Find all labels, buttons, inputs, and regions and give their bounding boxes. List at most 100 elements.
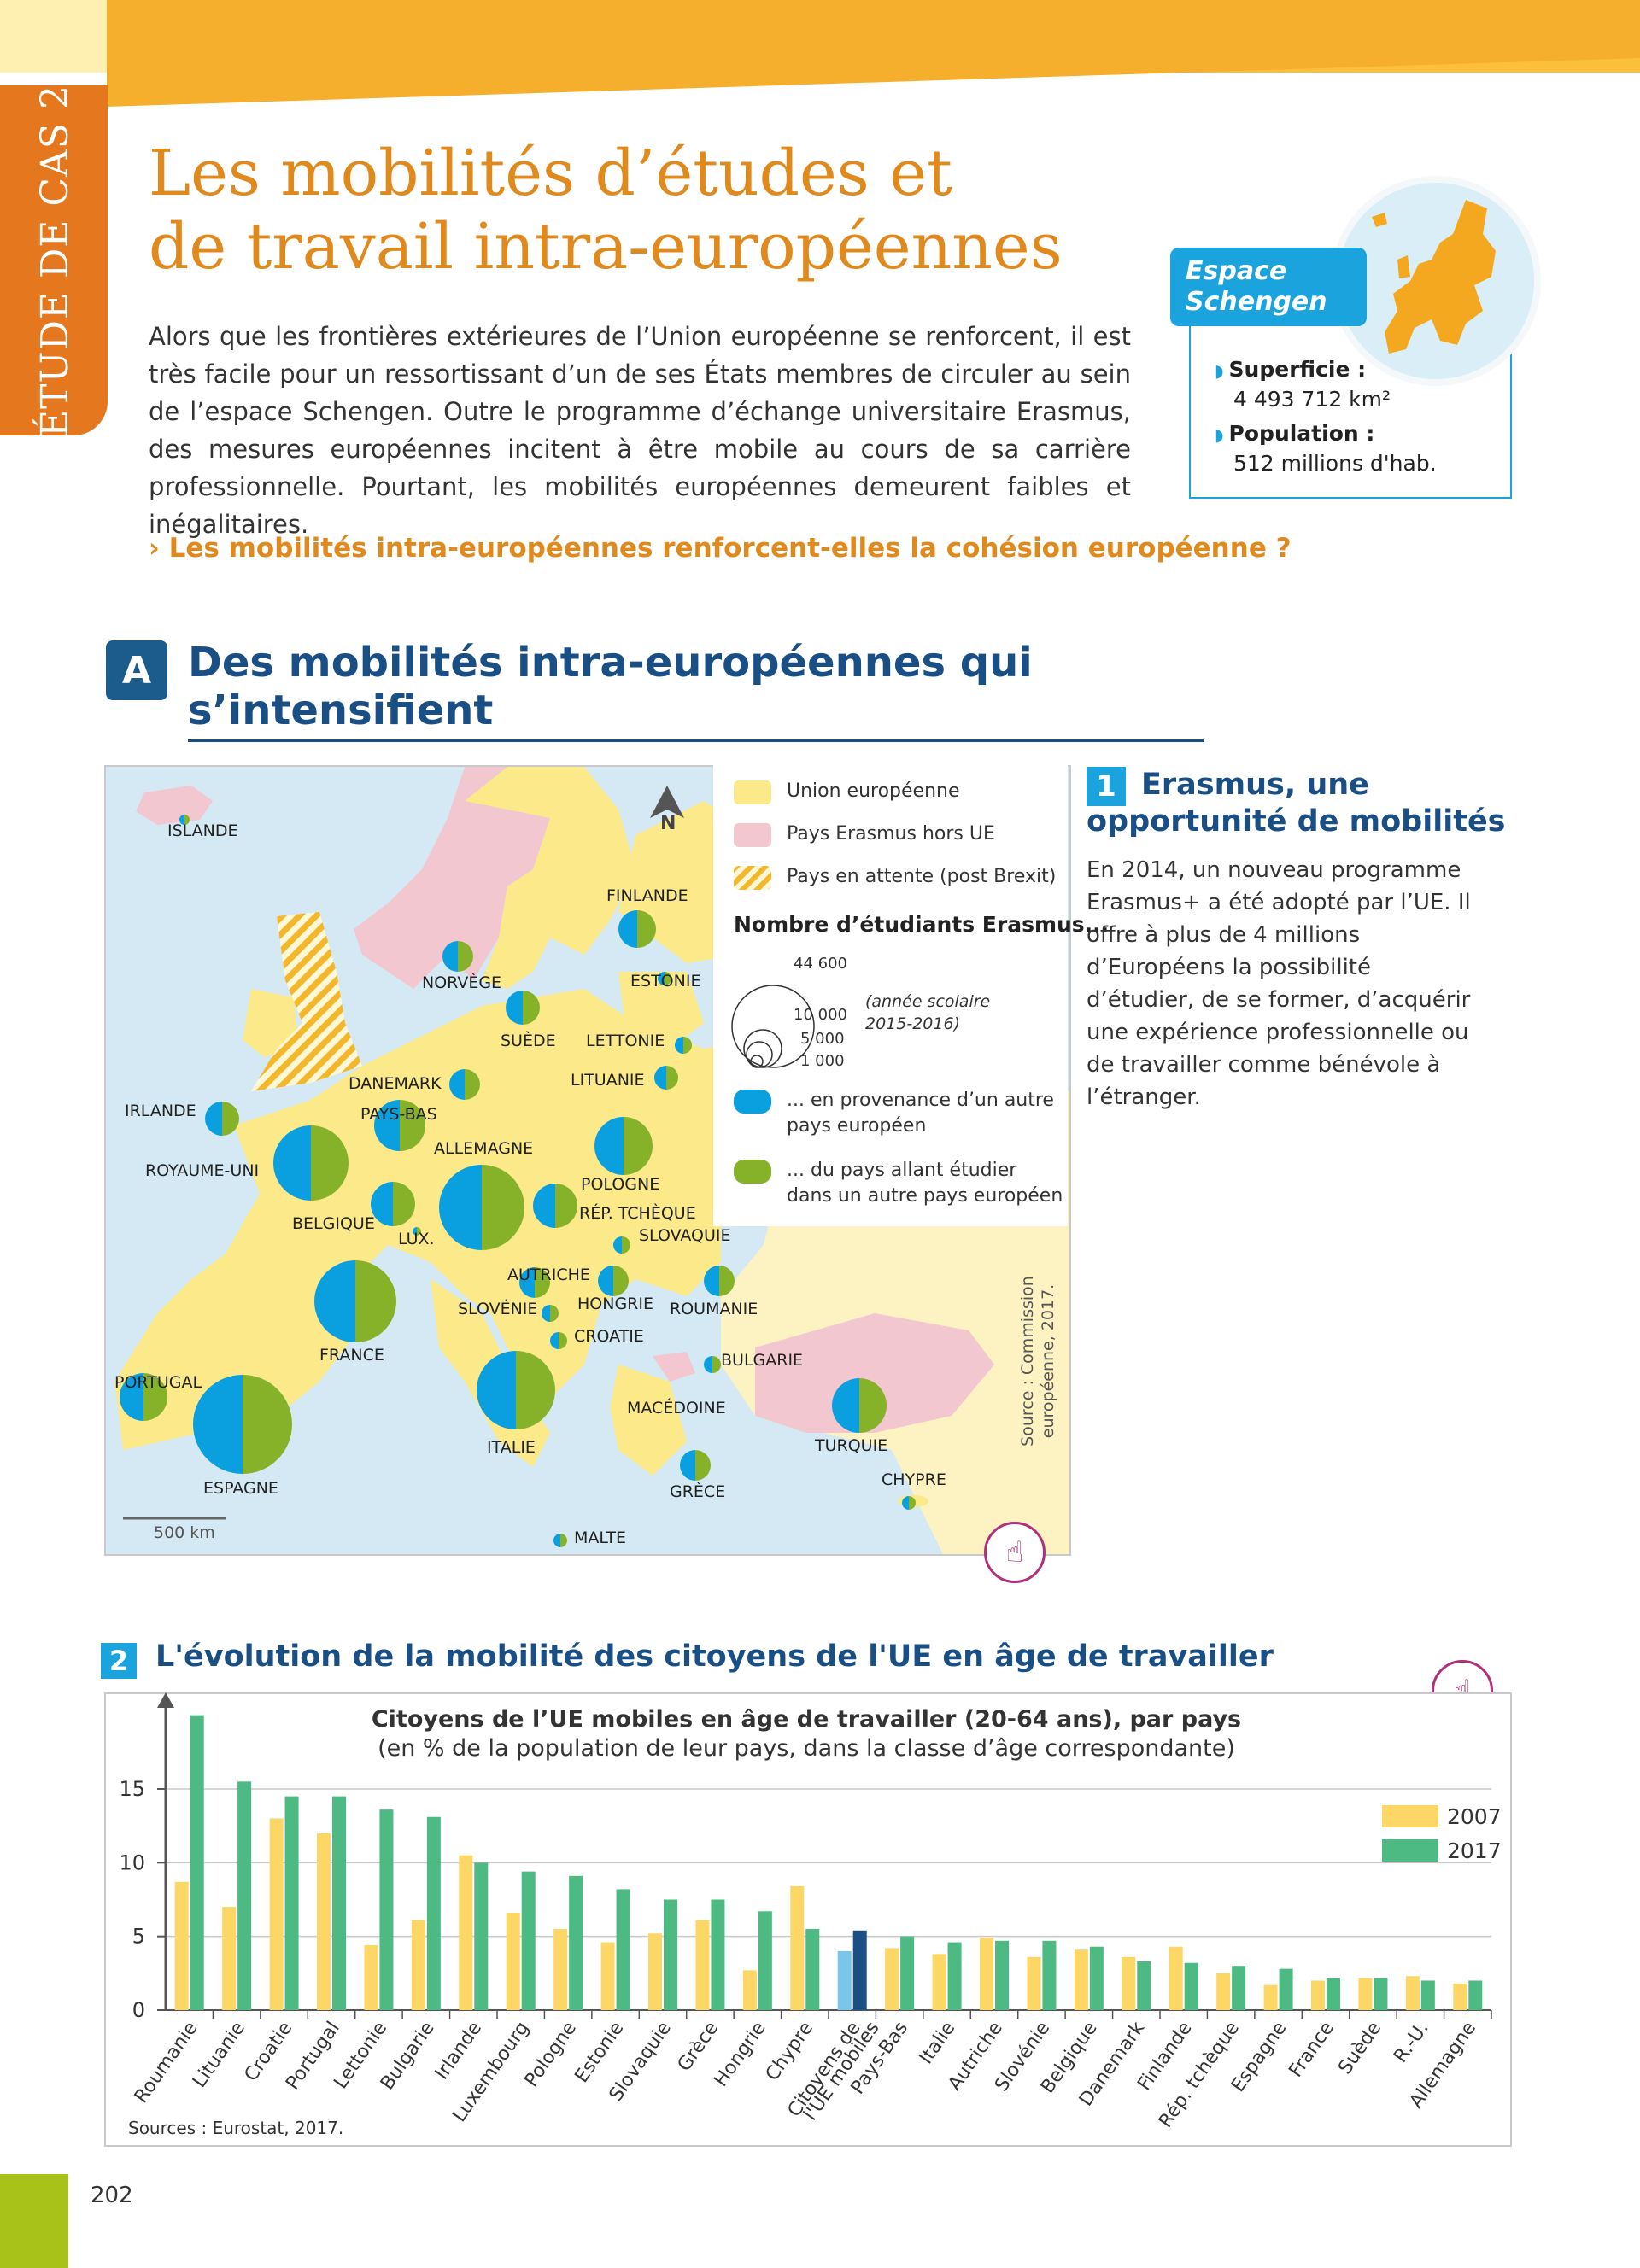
y-tick-label: 10 — [119, 1850, 145, 1874]
erasmus-bubble — [314, 1260, 396, 1342]
bar-2017 — [190, 1715, 204, 2010]
legend-incoming-2: pays européen — [787, 1115, 927, 1137]
doc2-title: L'évolution de la mobilité des citoyens … — [155, 1640, 1274, 1674]
label-lituanie: LITUANIE — [571, 1071, 645, 1090]
x-tick-label: Grèce — [674, 2018, 723, 2075]
label-slovaquie: SLOVAQUIE — [639, 1226, 731, 1245]
bar-2017 — [852, 1930, 867, 2010]
legend-value-10000: 10 000 — [794, 1006, 847, 1024]
legend-year-note-2: 2015-2016) — [865, 1014, 960, 1033]
bar-2007 — [648, 1933, 662, 2010]
label-rep-tcheque: RÉP. TCHÈQUE — [579, 1204, 696, 1223]
intro-text: Alors que les frontières extérieures de … — [149, 322, 1131, 539]
circle-size-legend — [731, 985, 815, 1068]
bar-2017 — [995, 1940, 1009, 2010]
legend-value-5000: 5 000 — [800, 1030, 845, 1048]
erasmus-bubble — [598, 1266, 629, 1296]
erasmus-bubble — [120, 1373, 167, 1421]
bar-2017 — [569, 1875, 583, 2010]
bar-2017 — [332, 1796, 346, 2010]
erasmus-bubble — [704, 1266, 735, 1296]
label-irlande: IRLANDE — [125, 1102, 196, 1120]
bar-2007 — [1074, 1949, 1088, 2010]
erasmus-bubble — [902, 1496, 916, 1510]
label-slovenie: SLOVÉNIE — [458, 1300, 538, 1318]
schengen-info-box: ◗ Superficie : 4 493 712 km² ◗ Population … — [1189, 316, 1512, 499]
area-value: 4 493 712 km² — [1233, 387, 1391, 412]
bar-2017 — [947, 1942, 962, 2010]
erasmus-bubble — [658, 972, 671, 985]
legend-value-44600: 44 600 — [794, 955, 847, 973]
bar-2007 — [1311, 1980, 1325, 2010]
x-tick-label: Suède — [1334, 2018, 1385, 2078]
bar-2017 — [711, 1899, 725, 2010]
bar-2007 — [1027, 1956, 1041, 2010]
legend-non-eu: Pays Erasmus hors UE — [787, 823, 995, 845]
bar-2007 — [1453, 1983, 1467, 2010]
scale-label: 500 km — [154, 1523, 215, 1542]
label-portugal: PORTUGAL — [114, 1373, 202, 1392]
legend-swatch-2017 — [1382, 1839, 1438, 1862]
bar-2007 — [269, 1818, 284, 2010]
label-lettonie: LETTONIE — [586, 1032, 665, 1050]
bar-2017 — [1468, 1980, 1483, 2010]
map-source-line-1: Source : Commission — [1018, 1276, 1037, 1447]
top-band — [0, 0, 1640, 107]
x-tick-label: France — [1285, 2018, 1338, 2081]
label-allemagne: ALLEMAGNE — [434, 1139, 534, 1158]
label-malte: MALTE — [574, 1529, 626, 1547]
label-croatie: CROATIE — [574, 1327, 644, 1346]
bar-2007 — [364, 1945, 378, 2010]
doc1-text: En 2014, un nouveau programme Erasmus+ a… — [1086, 857, 1471, 1110]
erasmus-bubble — [205, 1102, 239, 1136]
case-study-tab: ÉTUDE DE CAS 2 — [0, 84, 108, 437]
schengen-label: Espace Schengen — [1170, 248, 1367, 326]
label-italie: ITALIE — [487, 1438, 536, 1457]
legend-outgoing-1: ... du pays allant étudier — [787, 1160, 1017, 1181]
interactive-hand-icon[interactable]: ☝ — [984, 1522, 1046, 1583]
bar-2007 — [695, 1920, 710, 2010]
label-chypre: CHYPRE — [882, 1470, 946, 1489]
bar-2017 — [1137, 1961, 1151, 2010]
erasmus-bubble — [550, 1332, 567, 1349]
eu-swatch — [734, 780, 771, 804]
population-value: 512 millions d'hab. — [1233, 451, 1437, 476]
erasmus-bubble — [374, 1100, 425, 1151]
legend-label-2017: 2017 — [1447, 1838, 1502, 1863]
bar-2017 — [1374, 1978, 1388, 2010]
bar-2017 — [379, 1809, 394, 2010]
chart-title: Citoyens de l’UE mobiles en âge de trava… — [371, 1706, 1242, 1733]
erasmus-bubble — [506, 991, 540, 1025]
map-source-line-2: européenne, 2017. — [1039, 1283, 1057, 1439]
label-france: FRANCE — [319, 1346, 384, 1365]
bar-2017 — [1420, 1980, 1435, 2010]
label-pays-bas: PAYS-BAS — [360, 1105, 437, 1124]
section-a-badge: A — [106, 640, 167, 700]
incoming-swatch — [734, 1090, 771, 1114]
label-norvege: NORVÈGE — [422, 973, 502, 992]
label-macedoine: MACÉDOINE — [627, 1399, 726, 1418]
legend-circles-title: Nombre d’étudiants Erasmus... — [734, 912, 1110, 937]
bar-2007 — [174, 1881, 189, 2010]
bar-2007 — [1263, 1984, 1278, 2010]
bar-2007 — [411, 1920, 425, 2010]
y-tick-label: 5 — [132, 1925, 145, 1949]
brexit-swatch — [734, 866, 771, 890]
erasmus-bubble — [273, 1125, 348, 1201]
label-hongrie: HONGRIE — [577, 1295, 653, 1313]
erasmus-bubble — [519, 1267, 550, 1298]
north-label: N — [660, 813, 676, 834]
mobility-bar-chart: 051015RoumanieLituanieCroatiePortugalLet… — [119, 1692, 1502, 2132]
bar-2017 — [900, 1936, 915, 2010]
bar-2007 — [837, 1950, 852, 2010]
erasmus-bubble — [542, 1305, 559, 1322]
label-suede: SUÈDE — [501, 1032, 556, 1050]
page-title: Les mobilités d’études et de travail int… — [149, 137, 1174, 284]
title-line-2: de travail intra-européennes — [149, 210, 1063, 284]
label-roumanie: ROUMANIE — [670, 1300, 758, 1318]
label-autriche: AUTRICHE — [507, 1266, 590, 1284]
x-tick-label: Italie — [916, 2018, 960, 2068]
erasmus-bubble — [832, 1378, 887, 1433]
case-study-label: ÉTUDE DE CAS 2 — [32, 84, 77, 437]
chart-source: Sources : Eurostat, 2017. — [128, 2118, 344, 2138]
